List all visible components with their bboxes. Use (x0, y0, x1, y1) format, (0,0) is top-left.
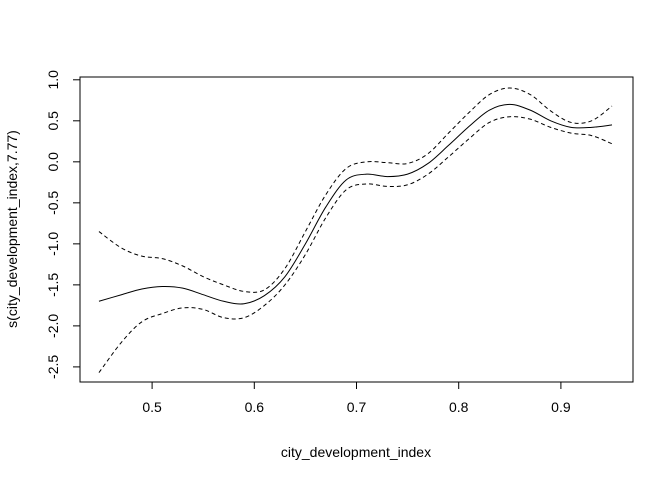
x-tick-label: 0.5 (142, 399, 162, 415)
y-tick-label: -2.5 (45, 355, 61, 379)
plot-frame (79, 76, 634, 383)
y-tick-label: 0.0 (45, 152, 61, 172)
x-tick-label: 0.8 (449, 399, 469, 415)
y-tick-label: 1.0 (45, 70, 61, 90)
curves (98, 87, 613, 373)
x-axis-label: city_development_index (281, 444, 431, 460)
confidence-band-line-2 (98, 116, 613, 373)
y-tick-label: -1.0 (45, 232, 61, 256)
x-axis: 0.5 0.6 0.7 0.8 0.9 (142, 381, 571, 415)
y-axis: -2.5 -2.0 -1.5 -1.0 -0.5 0.0 0.5 1.0 (45, 70, 81, 379)
y-tick-label: -0.5 (45, 191, 61, 215)
confidence-band-line-1 (98, 87, 613, 293)
y-tick-label: 0.5 (45, 111, 61, 131)
y-axis-label: s(city_development_index,7.77) (4, 130, 20, 328)
x-tick-label: 0.9 (551, 399, 571, 415)
x-tick-label: 0.6 (245, 399, 265, 415)
x-tick-label: 0.7 (347, 399, 367, 415)
smooth-estimate-line (98, 103, 613, 305)
y-tick-label: -2.0 (45, 314, 61, 338)
y-tick-label: -1.5 (45, 273, 61, 297)
